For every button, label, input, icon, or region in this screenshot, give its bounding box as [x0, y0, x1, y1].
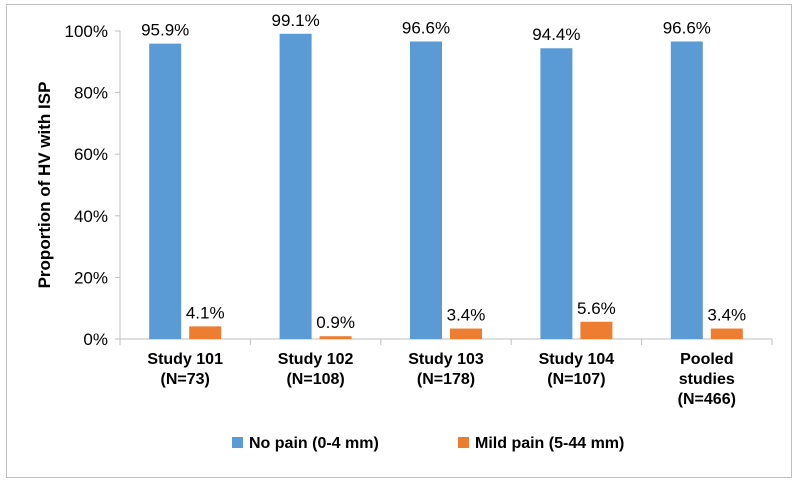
category-label: Study 104 (N=107) [539, 351, 615, 388]
chart-frame [6, 4, 792, 478]
bar-no-pain [410, 41, 442, 340]
category-label: Study 102 (N=108) [278, 351, 354, 388]
data-label: 5.6% [577, 299, 616, 318]
data-label: 96.6% [663, 18, 711, 37]
data-label: 95.9% [141, 21, 189, 40]
bars [149, 33, 743, 340]
y-tick-label: 40% [74, 207, 108, 226]
legend: No pain (0-4 mm) Mild pain (5-44 mm) [232, 435, 624, 452]
y-tick-label: 80% [74, 84, 108, 103]
bar-mild-pain [580, 321, 613, 339]
y-tick-label: 100% [65, 22, 108, 41]
bar-no-pain [149, 43, 182, 340]
category-labels: Study 101 (N=73) Study 102 (N=108) Study 103… [147, 351, 736, 408]
y-tick-label: 60% [74, 145, 108, 164]
bar-mild-pain [319, 336, 352, 339]
bar-no-pain [670, 41, 703, 340]
category-label: Study 103 (N=178) [408, 351, 484, 388]
y-axis-ticks: 0% 20% 40% 60% 80% 100% [65, 22, 120, 349]
data-label: 3.4% [447, 306, 486, 325]
legend-swatch-mild-pain [458, 437, 469, 448]
category-label: Pooled studies (N=466) [678, 351, 736, 408]
axes [119, 31, 773, 345]
legend-label: Mild pain (5-44 mm) [475, 435, 624, 452]
y-tick-label: 0% [83, 330, 108, 349]
bar-mild-pain [189, 326, 222, 339]
y-tick-label: 20% [74, 268, 108, 287]
legend-swatch-no-pain [232, 437, 243, 448]
data-label: 3.4% [707, 306, 746, 325]
data-label: 0.9% [316, 313, 355, 332]
bar-no-pain [540, 48, 573, 340]
bar-no-pain [279, 33, 312, 339]
data-label: 94.4% [532, 25, 580, 44]
y-axis-label: Proportion of HV with ISP [35, 82, 54, 289]
data-labels: 95.9% 99.1% 96.6% 94.4% 96.6% 4.1% 0.9% 3.4% 5.6… [141, 11, 746, 332]
legend-label: No pain (0-4 mm) [249, 435, 379, 452]
data-label: 4.1% [186, 303, 225, 322]
data-label: 99.1% [271, 11, 319, 30]
data-label: 96.6% [402, 18, 450, 37]
bar-mild-pain [450, 328, 482, 339]
category-label: Study 101 (N=73) [147, 351, 223, 388]
bar-mild-pain [710, 328, 743, 339]
